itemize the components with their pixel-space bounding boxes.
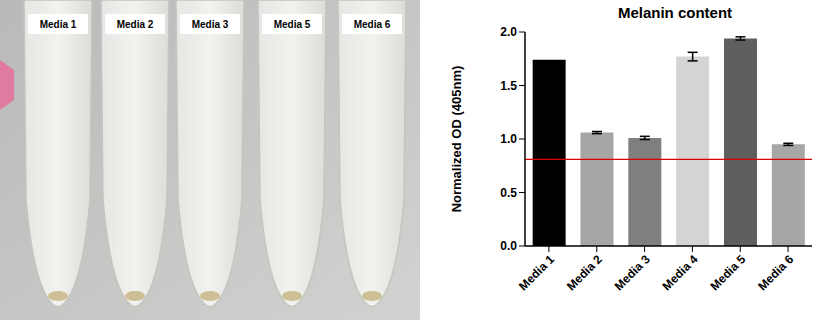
svg-text:0.5: 0.5: [500, 186, 517, 200]
svg-text:Media 4: Media 4: [660, 252, 701, 293]
svg-text:Media 1: Media 1: [40, 19, 77, 30]
svg-text:0.0: 0.0: [500, 239, 517, 253]
svg-text:Normalized OD (405nm): Normalized OD (405nm): [449, 66, 464, 213]
html-text:Melanin content: Melanin content: [617, 4, 733, 21]
svg-text:Media 1: Media 1: [516, 252, 557, 293]
svg-text:Media 6: Media 6: [354, 19, 391, 30]
svg-text:2.0: 2.0: [500, 25, 517, 39]
svg-text:Media 3: Media 3: [612, 252, 653, 293]
svg-text:Media 2: Media 2: [117, 19, 154, 30]
svg-text:Media 5: Media 5: [707, 252, 748, 293]
svg-text:Media 3: Media 3: [192, 19, 229, 30]
svg-text:1.0: 1.0: [500, 132, 517, 146]
svg-text:Media 2: Media 2: [564, 252, 605, 293]
svg-text:Media 5: Media 5: [274, 19, 311, 30]
svg-text:1.5: 1.5: [500, 79, 517, 93]
svg-text:Media 6: Media 6: [755, 252, 796, 293]
